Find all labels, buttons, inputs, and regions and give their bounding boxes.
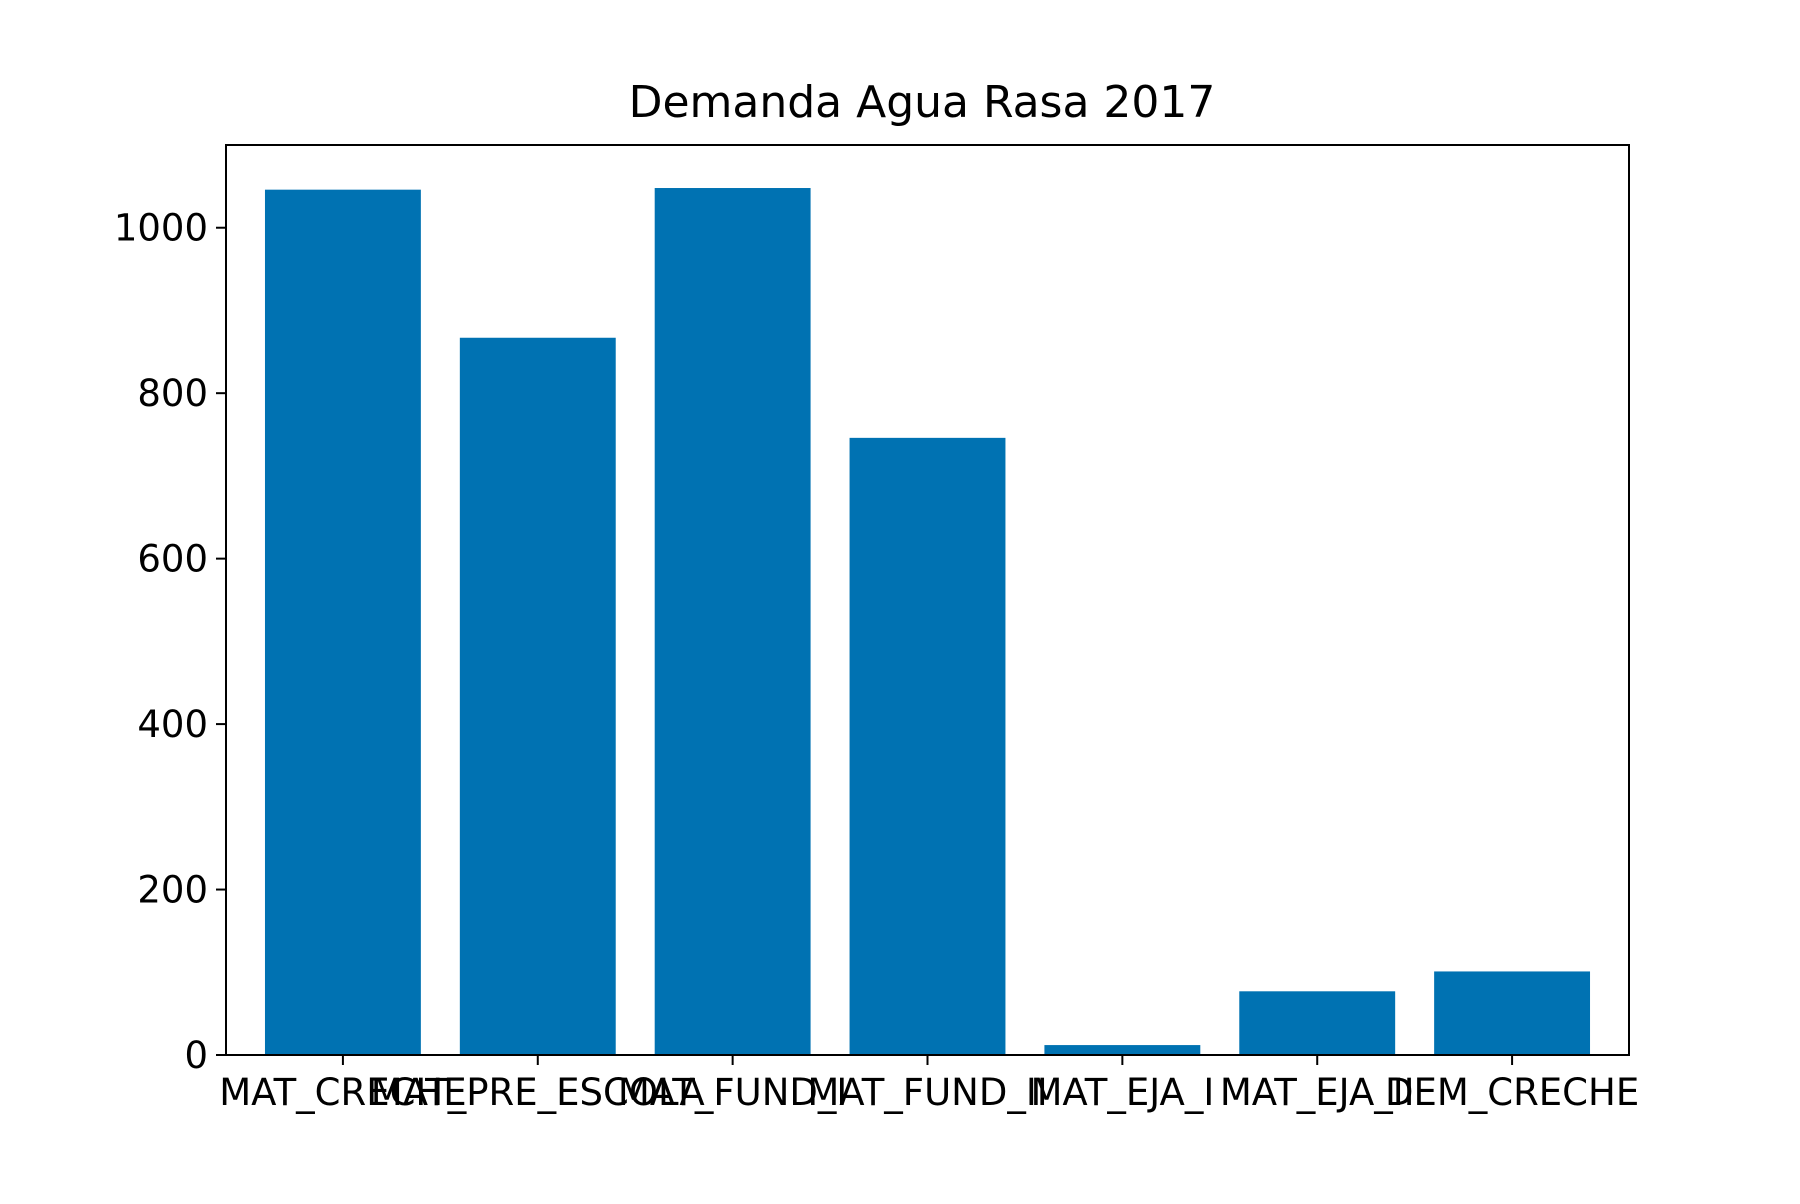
chart-title: Demanda Agua Rasa 2017 <box>629 77 1216 128</box>
x-tick-label: MAT_FUND_II <box>807 1071 1047 1114</box>
x-tick-label: MAT_CRECHE <box>219 1071 466 1114</box>
y-tick-label: 600 <box>137 538 208 581</box>
bar-dem-creche <box>1434 971 1591 1055</box>
bars-layer <box>264 188 1591 1056</box>
x-tick-label: MAT_PRE_ESCOLA <box>371 1071 705 1114</box>
bar-mat-eja-ii <box>1239 991 1396 1055</box>
y-tick-label: 400 <box>137 703 208 746</box>
plot-frame <box>225 144 1630 1056</box>
ticks-layer: MAT_CRECHEMAT_PRE_ESCOLAMAT_FUND_IMAT_FU… <box>114 207 1639 1114</box>
bar-mat-pre-escola <box>459 337 616 1056</box>
x-tick-label: DEM_CRECHE <box>1385 1071 1639 1114</box>
x-tick-label: MAT_EJA_II <box>1220 1071 1415 1114</box>
y-tick-label: 200 <box>137 869 208 912</box>
y-tick-label: 0 <box>184 1034 208 1077</box>
y-tick-label: 1000 <box>114 207 208 250</box>
bar-mat-creche <box>264 189 421 1055</box>
y-tick-label: 800 <box>137 372 208 415</box>
x-tick-label: MAT_EJA_I <box>1030 1071 1214 1114</box>
x-tick-label: MAT_FUND_I <box>618 1071 847 1114</box>
bar-mat-fund-ii <box>849 437 1006 1055</box>
bar-mat-fund-i <box>654 188 811 1055</box>
bar-mat-eja-i <box>1044 1045 1201 1055</box>
